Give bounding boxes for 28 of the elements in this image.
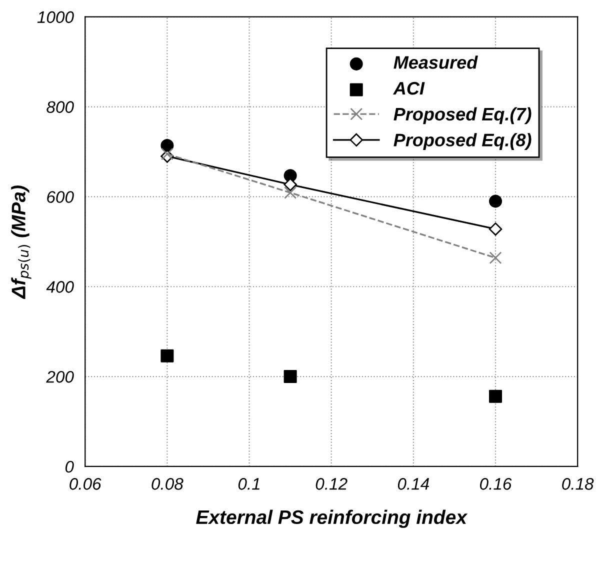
point (488, 222, 502, 236)
x-tick-label: 0.08 (152, 478, 184, 490)
x-tick-label: 0.18 (562, 478, 594, 490)
legend-label: ACI (393, 82, 425, 95)
y-axis-title: Δf$_{ps(u)}$ (MPa) (11, 186, 32, 300)
x-tick-label: 0.16 (480, 478, 512, 490)
y-tick-label: 400 (46, 281, 74, 293)
point (284, 370, 297, 384)
y-tick-label: 0 (65, 460, 74, 473)
x-tick-label: 0.14 (398, 478, 430, 490)
point (284, 186, 297, 199)
point (489, 252, 502, 264)
x-axis-title: External PS reinforcing index (196, 510, 468, 528)
legend-label: Proposed Eq.(7) (394, 107, 532, 124)
legend-label: Measured (394, 56, 478, 69)
y-tick-label: 800 (46, 101, 74, 113)
y-tick-label: 600 (47, 191, 74, 203)
point (160, 148, 174, 160)
x-tick-label: 0.12 (316, 478, 348, 490)
point (160, 349, 174, 362)
y-tick-label: 1000 (37, 11, 74, 24)
point (489, 390, 502, 403)
x-tick-label: 0.06 (70, 478, 102, 490)
y-tick-label: 200 (46, 370, 74, 383)
legend-label: Proposed Eq.(8) (394, 133, 532, 150)
point (284, 178, 297, 192)
point (489, 194, 502, 208)
x-tick-label: 0.1 (238, 478, 260, 490)
